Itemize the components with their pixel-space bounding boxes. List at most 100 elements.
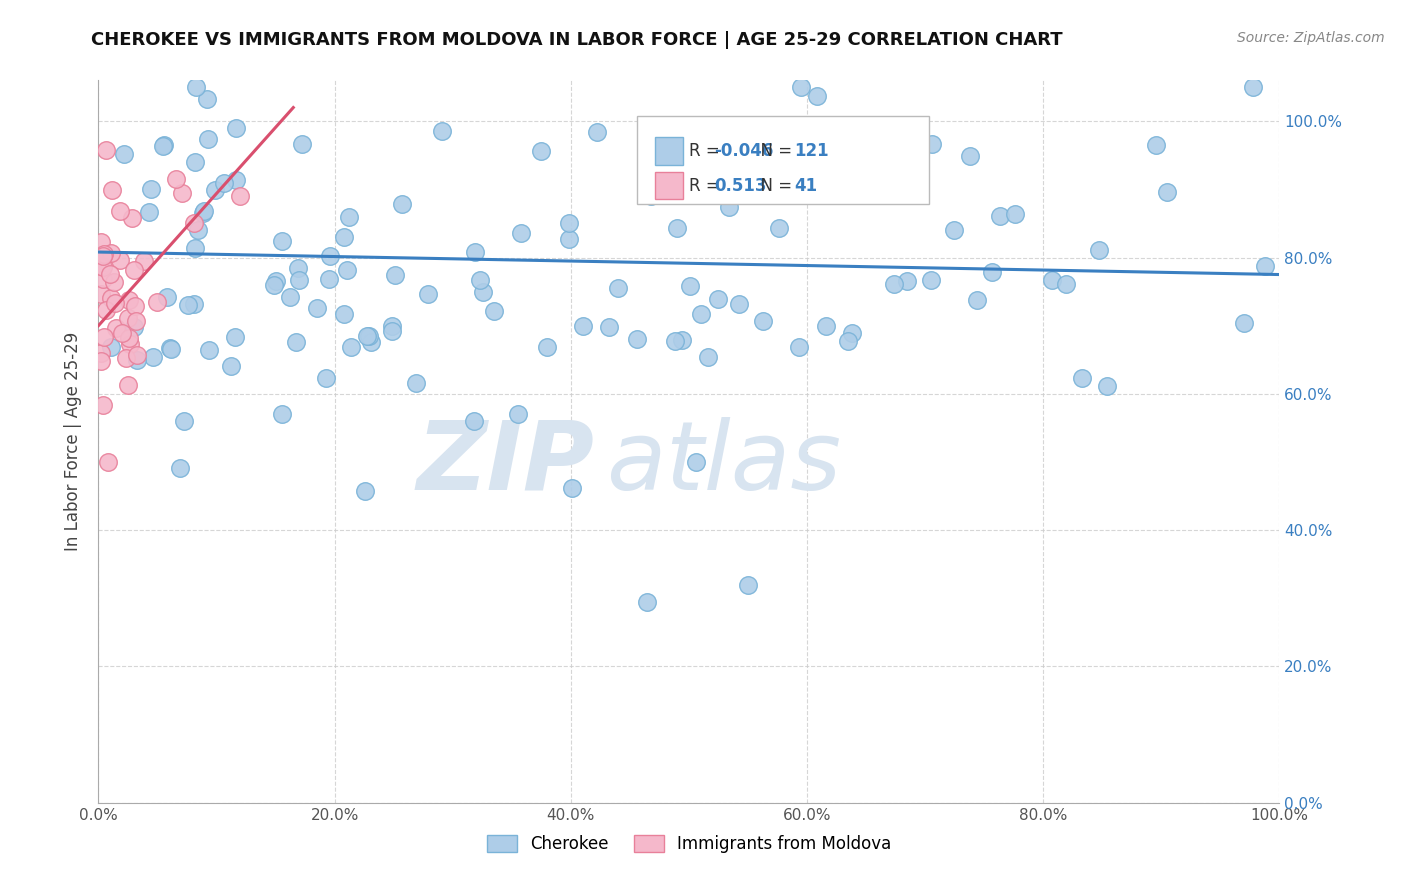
Point (1054, 277, 1077, 292)
Point (122, 320, 145, 334)
Point (717, 200, 740, 214)
Point (339, 340, 361, 354)
Point (697, 350, 720, 364)
Point (93, 249, 115, 263)
Point (91, 399, 114, 413)
Point (315, 370, 337, 384)
Point (93, 330, 115, 344)
Point (1095, 379, 1118, 393)
Point (264, 274, 287, 288)
Point (470, 273, 492, 287)
Point (463, 414, 485, 428)
Point (405, 376, 427, 391)
Point (156, 290, 179, 304)
Point (98, 267, 121, 281)
Point (159, 341, 181, 355)
Point (472, 285, 495, 300)
Point (1004, 207, 1026, 221)
Point (536, 340, 558, 354)
Point (118, 293, 141, 308)
Point (356, 328, 378, 343)
Point (110, 204, 132, 219)
Point (193, 205, 215, 219)
Point (94, 302, 117, 317)
Point (127, 348, 149, 362)
Text: CHEROKEE VS IMMIGRANTS FROM MOLDOVA IN LABOR FORCE | AGE 25-29 CORRELATION CHART: CHEROKEE VS IMMIGRANTS FROM MOLDOVA IN L… (91, 31, 1063, 49)
Point (91, 260, 114, 274)
Point (93, 246, 115, 260)
Point (1156, 185, 1178, 199)
Point (229, 189, 252, 203)
Point (173, 414, 195, 428)
Point (1087, 243, 1109, 257)
Point (270, 407, 292, 421)
Point (561, 481, 583, 495)
Point (219, 359, 242, 374)
Point (737, 577, 759, 591)
Point (883, 277, 905, 291)
Point (160, 343, 183, 357)
Point (197, 132, 219, 146)
Point (1040, 273, 1063, 287)
Point (1254, 259, 1277, 273)
Point (671, 334, 693, 348)
Point (224, 330, 246, 344)
Point (138, 204, 160, 219)
Point (90, 287, 112, 301)
Point (112, 147, 135, 161)
Point (586, 125, 609, 139)
Point (430, 124, 453, 138)
Legend: Cherokee, Immigrants from Moldova: Cherokee, Immigrants from Moldova (479, 828, 898, 860)
Point (90, 260, 112, 274)
Point (626, 332, 648, 346)
Point (558, 232, 581, 246)
Point (104, 296, 127, 310)
Point (1241, 80, 1264, 95)
Text: N =: N = (749, 142, 797, 160)
Point (959, 149, 981, 163)
Point (291, 136, 314, 151)
Point (90, 354, 112, 368)
Text: R =: R = (689, 177, 724, 194)
Point (685, 455, 707, 469)
Point (862, 169, 884, 183)
Point (920, 273, 942, 287)
Point (204, 183, 226, 197)
Point (318, 272, 340, 286)
Point (727, 297, 749, 311)
Point (124, 314, 146, 328)
Point (94, 143, 117, 157)
Point (141, 181, 163, 195)
Point (187, 223, 209, 237)
Point (707, 292, 730, 306)
Point (284, 335, 307, 350)
Point (357, 329, 380, 343)
Text: N =: N = (749, 177, 797, 194)
Point (335, 263, 357, 277)
Point (124, 263, 146, 277)
Point (333, 230, 356, 244)
Point (679, 279, 702, 293)
Y-axis label: In Labor Force | Age 25-29: In Labor Force | Age 25-29 (65, 332, 83, 551)
Point (381, 324, 404, 338)
Text: Source: ZipAtlas.com: Source: ZipAtlas.com (1237, 31, 1385, 45)
Point (484, 303, 506, 318)
Point (307, 301, 329, 315)
Point (103, 275, 125, 289)
Point (124, 299, 146, 313)
Point (152, 139, 174, 153)
Point (141, 350, 163, 364)
Point (360, 335, 382, 350)
Point (666, 220, 689, 235)
Point (640, 189, 662, 203)
Point (100, 340, 122, 354)
Point (558, 216, 581, 230)
Point (288, 272, 311, 286)
Point (184, 80, 207, 95)
Point (391, 197, 413, 211)
Point (90, 235, 112, 249)
Point (225, 120, 247, 135)
Text: R =: R = (689, 142, 724, 160)
Point (841, 326, 863, 340)
Point (354, 484, 377, 499)
